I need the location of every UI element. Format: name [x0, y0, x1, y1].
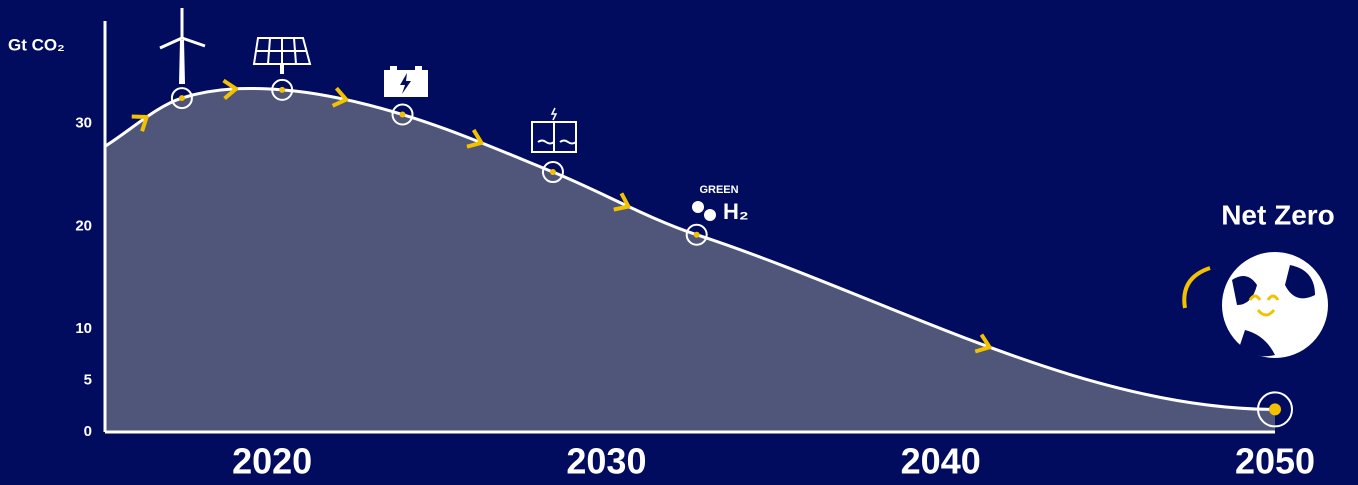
battery-icon [384, 66, 428, 97]
x-tick-label: 2050 [1235, 441, 1315, 482]
direction-arrow [466, 128, 484, 149]
milestone-marker [391, 103, 414, 126]
y-tick-label: 30 [75, 115, 92, 132]
storage-icon [531, 107, 577, 153]
milestone-dot [693, 231, 700, 238]
h2-label: H₂ [723, 199, 749, 224]
line [104, 87, 1276, 411]
milestone-dot [178, 95, 185, 102]
globe-icon [1182, 248, 1332, 362]
y-tick-label: 0 [84, 423, 92, 440]
milestone-dot [399, 111, 406, 118]
y-tick-label: 10 [75, 320, 92, 337]
h2-icon [704, 209, 716, 221]
solar-panel-icon [252, 37, 312, 74]
milestone-marker [170, 87, 193, 110]
x-tick-label: 2020 [232, 441, 312, 482]
milestone-marker [271, 78, 294, 101]
h2-icon [692, 201, 704, 213]
milestone-marker [541, 161, 564, 184]
direction-arrow [613, 192, 631, 212]
wind-turbine-icon [159, 8, 206, 84]
y-axis-label: Gt CO₂ [8, 35, 65, 54]
milestone-dot [549, 169, 556, 176]
area-fill [105, 88, 1275, 432]
direction-arrow [331, 86, 349, 108]
milestone-dot [1269, 403, 1281, 416]
green-label: GREEN [699, 184, 738, 196]
milestone-marker [1257, 391, 1293, 428]
y-tick-label: 20 [75, 217, 92, 234]
net-zero-label: Net Zero [1221, 199, 1335, 230]
direction-arrow [131, 114, 149, 132]
x-tick-label: 2040 [901, 441, 981, 482]
direction-arrow [974, 333, 992, 354]
milestone-marker [685, 223, 708, 246]
milestone-dot [279, 86, 286, 93]
y-tick-label: 5 [84, 372, 92, 389]
direction-arrow [222, 78, 239, 100]
x-tick-label: 2030 [566, 441, 646, 482]
